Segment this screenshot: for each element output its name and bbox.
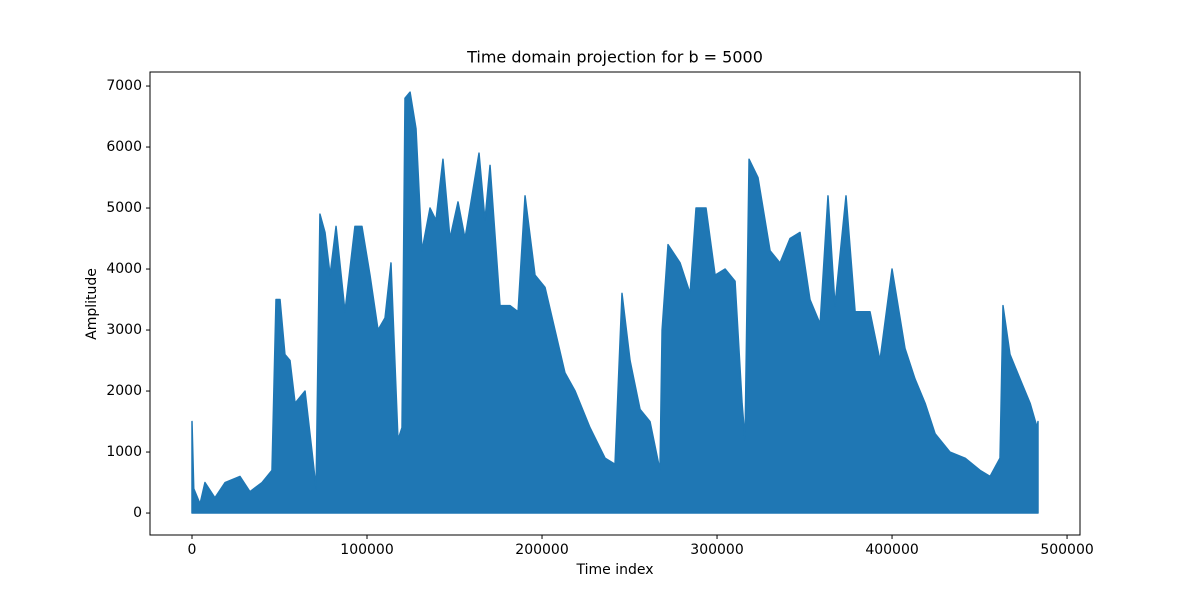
- plot-frame: [149, 71, 1081, 536]
- x-axis-label: Time index: [575, 562, 653, 578]
- y-tick-label: 4000: [106, 261, 142, 277]
- chart-title: Time domain projection for b = 5000: [466, 48, 763, 67]
- y-tick-label: 0: [133, 505, 142, 521]
- y-tick-label: 3000: [106, 322, 142, 338]
- y-tick-label: 5000: [106, 200, 142, 216]
- y-axis-label: Amplitude: [84, 268, 100, 340]
- y-tick-label: 6000: [106, 139, 142, 155]
- y-tick-label: 2000: [106, 383, 142, 399]
- x-tick-label: 0: [188, 542, 197, 558]
- x-tick-label: 300000: [690, 542, 743, 558]
- y-tick-label: 7000: [106, 78, 142, 94]
- area: [191, 91, 1039, 514]
- y-tick-label: 1000: [106, 444, 142, 460]
- x-tick-label: 100000: [340, 542, 393, 558]
- x-tick-label: 400000: [865, 542, 918, 558]
- x-tick-label: 200000: [515, 542, 568, 558]
- x-tick-label: 500000: [1040, 542, 1093, 558]
